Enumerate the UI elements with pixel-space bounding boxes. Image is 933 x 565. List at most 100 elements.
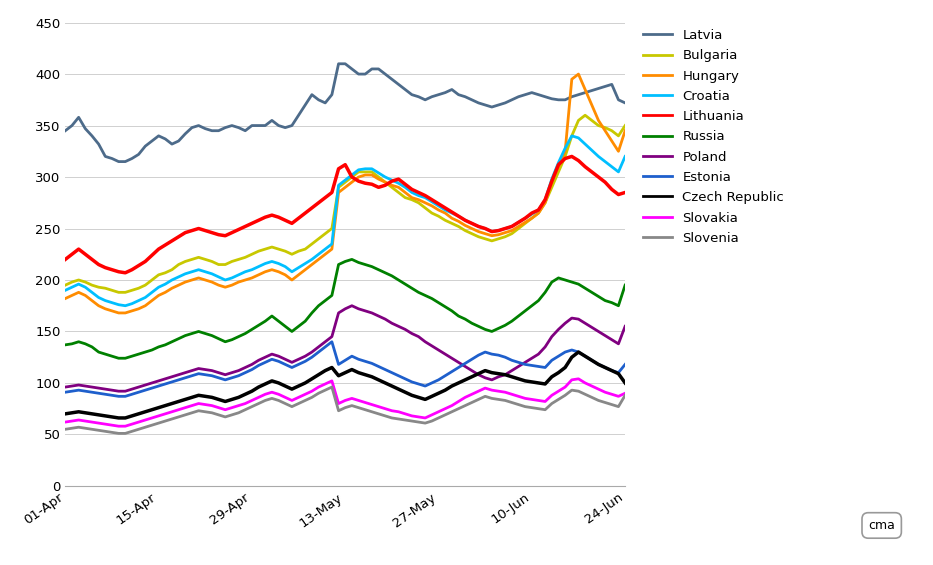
Line: Lithuania: Lithuania <box>65 157 625 273</box>
Estonia <box>60 389 71 396</box>
Hungary <box>233 279 244 285</box>
Slovakia <box>620 390 631 397</box>
Russia <box>233 333 244 340</box>
Hungary <box>259 268 271 275</box>
Line: Croatia: Croatia <box>65 136 625 306</box>
Line: Estonia: Estonia <box>65 342 625 396</box>
Legend: Latvia, Bulgaria, Hungary, Croatia, Lithuania, Russia, Poland, Estonia, Czech Re: Latvia, Bulgaria, Hungary, Croatia, Lith… <box>643 29 785 245</box>
Slovakia <box>259 391 271 398</box>
Slovenia <box>600 399 611 406</box>
Croatia <box>346 172 357 179</box>
Lithuania <box>240 223 251 230</box>
Czech Republic <box>233 394 244 401</box>
Hungary <box>240 277 251 284</box>
Latvia <box>160 136 171 142</box>
Bulgaria <box>620 122 631 129</box>
Lithuania <box>600 179 611 185</box>
Lithuania <box>119 270 131 276</box>
Bulgaria <box>579 112 591 119</box>
Poland <box>259 354 271 360</box>
Poland <box>240 364 251 371</box>
Lithuania <box>566 153 578 160</box>
Poland <box>233 367 244 374</box>
Line: Slovakia: Slovakia <box>65 379 625 426</box>
Hungary <box>573 71 584 77</box>
Russia <box>346 256 357 263</box>
Bulgaria <box>113 289 124 295</box>
Latvia <box>259 122 271 129</box>
Latvia <box>240 127 251 134</box>
Czech Republic <box>113 415 124 421</box>
Poland <box>160 375 171 382</box>
Czech Republic <box>160 402 171 409</box>
Bulgaria <box>600 124 611 131</box>
Estonia <box>160 381 171 388</box>
Line: Hungary: Hungary <box>65 74 625 313</box>
Czech Republic <box>259 381 271 388</box>
Latvia <box>333 60 344 67</box>
Estonia <box>353 356 364 363</box>
Bulgaria <box>233 256 244 263</box>
Estonia <box>233 372 244 379</box>
Line: Russia: Russia <box>65 259 625 358</box>
Line: Latvia: Latvia <box>65 64 625 162</box>
Croatia <box>160 281 171 288</box>
Hungary <box>113 310 124 316</box>
Croatia <box>233 271 244 278</box>
Line: Czech Republic: Czech Republic <box>65 352 625 418</box>
Slovakia <box>600 389 611 396</box>
Russia <box>160 341 171 348</box>
Lithuania <box>160 242 171 249</box>
Bulgaria <box>346 173 357 180</box>
Latvia <box>113 158 124 165</box>
Slovenia <box>113 430 124 437</box>
Latvia <box>60 127 71 134</box>
Poland <box>620 323 631 330</box>
Slovakia <box>160 410 171 417</box>
Russia <box>620 282 631 289</box>
Poland <box>353 306 364 312</box>
Croatia <box>240 268 251 275</box>
Lithuania <box>620 189 631 196</box>
Latvia <box>600 83 611 90</box>
Russia <box>600 297 611 304</box>
Russia <box>113 355 124 362</box>
Czech Republic <box>346 366 357 373</box>
Croatia <box>119 302 131 309</box>
Russia <box>353 259 364 266</box>
Croatia <box>600 158 611 165</box>
Bulgaria <box>60 282 71 289</box>
Estonia <box>327 338 338 345</box>
Czech Republic <box>620 380 631 386</box>
Poland <box>60 384 71 390</box>
Bulgaria <box>160 270 171 276</box>
Estonia <box>259 359 271 366</box>
Slovenia <box>240 406 251 413</box>
Czech Republic <box>240 391 251 398</box>
Slovakia <box>113 423 124 429</box>
Slovakia <box>60 419 71 425</box>
Slovenia <box>233 410 244 416</box>
Croatia <box>259 260 271 267</box>
Estonia <box>600 364 611 371</box>
Czech Republic <box>573 349 584 355</box>
Estonia <box>113 393 124 399</box>
Croatia <box>60 287 71 294</box>
Hungary <box>160 289 171 295</box>
Poland <box>600 332 611 339</box>
Poland <box>113 388 124 394</box>
Hungary <box>600 127 611 134</box>
Czech Republic <box>60 410 71 417</box>
Russia <box>240 330 251 337</box>
Czech Republic <box>600 364 611 371</box>
Line: Poland: Poland <box>65 306 625 391</box>
Slovenia <box>160 418 171 424</box>
Latvia <box>233 124 244 131</box>
Russia <box>259 318 271 324</box>
Slovenia <box>620 392 631 399</box>
Bulgaria <box>259 246 271 253</box>
Lithuania <box>346 173 357 180</box>
Estonia <box>620 361 631 368</box>
Text: cma: cma <box>869 519 895 532</box>
Lithuania <box>259 214 271 220</box>
